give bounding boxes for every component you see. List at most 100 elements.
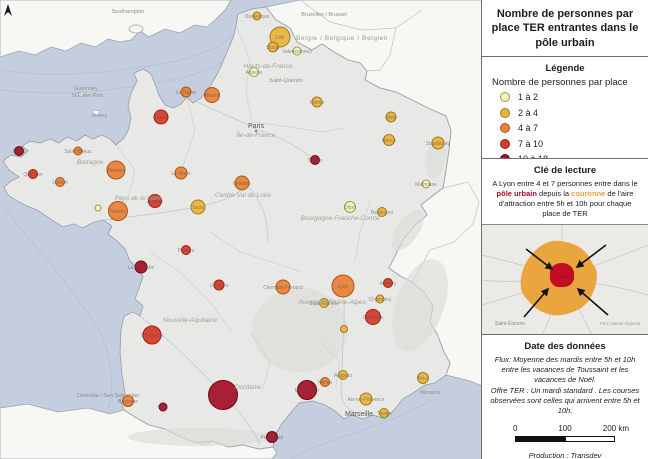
legend-item-label: 4 à 7 <box>518 123 539 133</box>
city-circle <box>73 146 83 156</box>
city-circle <box>385 111 397 123</box>
city-circle-label: Douai <box>266 45 279 51</box>
map-title: Nombre de personnes par place TER entran… <box>491 8 639 49</box>
reading-key-part2: depuis la <box>536 188 572 198</box>
city-circle <box>383 134 395 146</box>
city-circle-label: Troyes <box>307 158 323 164</box>
city-circle-label: Toulouse <box>213 393 233 399</box>
base-map-label: Pays de la Loire <box>115 195 162 202</box>
legend-item: 4 à 7 <box>500 123 648 133</box>
legend-panel: Nombre de personnes par place TER entran… <box>481 0 648 459</box>
base-map-label: Nouvelle-Aquitaine <box>163 317 218 324</box>
city-circle <box>181 245 191 255</box>
city-circle <box>134 260 148 274</box>
city-circle <box>122 395 134 407</box>
scale-bar: 0 100 200 km <box>513 424 629 442</box>
city-circle-label: Toulon <box>377 411 392 417</box>
minimap-saint-etienne-label: Saint-Étienne <box>495 320 525 327</box>
city-circle-label: Angers <box>147 199 163 205</box>
city-circle-label: Chambéry <box>368 297 392 303</box>
pole-urbain-term: pôle urbain <box>496 188 537 198</box>
legend-section: Légende Nombre de personnes par place 1 … <box>482 57 648 159</box>
channel-islands <box>77 91 101 117</box>
city-circle <box>94 204 102 212</box>
lyon-minimap: Lyon Saint-Étienne Parc naturel régional <box>482 225 648 334</box>
legend-swatch <box>500 107 510 118</box>
city-circle <box>142 325 162 345</box>
city-circle <box>375 294 385 304</box>
title-section: Nombre de personnes par place TER entran… <box>482 0 648 57</box>
base-map-label: Bruxelles / Brussel <box>301 12 347 18</box>
scale-labels: 0 100 200 km <box>513 424 629 434</box>
city-circle <box>365 309 381 325</box>
city-circle-label: Lorient <box>52 180 68 186</box>
reading-key-heading: Clé de lecture <box>533 165 597 176</box>
city-circle <box>292 46 302 56</box>
sea-contours <box>0 27 433 459</box>
city-circle-label: Metz <box>386 115 397 121</box>
city-circle-label: Pau <box>159 405 168 411</box>
scale-bar-black-half <box>516 436 565 441</box>
legend-item: 7 à 10 <box>500 138 648 149</box>
city-circle-label: Caen <box>155 115 167 121</box>
base-map-label: Hauts-de-France <box>244 63 293 70</box>
city-circle <box>208 380 238 410</box>
city-circle-label: Saint-Étienne <box>309 300 339 307</box>
city-circle <box>148 194 162 208</box>
legend-subtitle: Nombre de personnes par place <box>492 77 628 88</box>
city-circle <box>180 86 192 98</box>
city-circle <box>28 169 38 179</box>
base-map-label: Belgie / Belgique / Belgien <box>296 35 388 42</box>
paris-dot <box>254 129 258 133</box>
legend-swatch <box>500 92 510 102</box>
city-circle-label: Quimper <box>23 172 43 178</box>
legend-item: 1 à 2 <box>500 92 648 102</box>
city-circle-label: Perpignan <box>261 435 284 441</box>
reading-key-text: A Lyon entre 4 et 7 personnes entre dans… <box>489 179 641 219</box>
city-circle <box>213 279 225 291</box>
minimap-pole-urbain-area <box>549 263 575 288</box>
england-land <box>0 0 232 58</box>
city-circle-label: Nancy <box>382 138 397 144</box>
production-credit: Production : Transdev <box>528 450 602 459</box>
city-circle <box>108 201 128 221</box>
legend-swatch <box>500 154 510 158</box>
city-circle-label: Rouen <box>205 93 220 99</box>
city-circle <box>417 372 429 384</box>
city-circle-label: Annecy <box>380 281 397 287</box>
city-circle-label: Poitiers <box>178 248 195 254</box>
city-circle-label: Amiens <box>246 70 263 76</box>
city-circle-label: Strasbourg <box>426 141 451 147</box>
city-circle <box>204 87 220 103</box>
base-map-label: Marseille <box>345 411 373 418</box>
city-circle-label: Nîmes <box>318 380 333 386</box>
city-circle-label: Avignon <box>334 373 352 379</box>
city-circle <box>431 136 445 150</box>
reading-key-part3: de l'aire d'attraction entre 5h et 10h p… <box>498 188 634 218</box>
legend-item-label: 2 à 4 <box>518 107 539 118</box>
offer-note: Offre TER : Un mardi standard . Les cour… <box>490 386 640 415</box>
city-circle-label: Dijon <box>344 205 356 211</box>
city-circle-label: Rennes <box>107 168 125 174</box>
scale-bar-white-half <box>564 436 614 441</box>
city-circle <box>266 431 278 443</box>
city-circle-label: Orléans <box>233 181 251 187</box>
legend-item-label: 10 à 18 <box>518 154 549 159</box>
city-circle <box>320 377 330 387</box>
city-circle <box>310 155 320 165</box>
base-map-label: Occitanie <box>234 384 261 391</box>
base-map-label: Paris <box>248 123 264 130</box>
north-arrow-icon <box>4 4 12 16</box>
city-circle-label: La Rochelle <box>128 265 155 271</box>
data-date-heading: Date des données <box>524 341 606 352</box>
legend-item: 10 à 18 <box>500 154 648 159</box>
city-circle-label: Dunkerque <box>245 14 270 20</box>
city-circle-label: Limoges <box>210 283 229 289</box>
city-circle <box>331 274 355 298</box>
city-circle-label: Le Mans <box>171 171 191 177</box>
base-map-label: Île-de-France <box>237 130 276 139</box>
city-circles-layer <box>14 11 445 443</box>
city-circle-label: Clermont-Ferrand <box>263 285 303 291</box>
